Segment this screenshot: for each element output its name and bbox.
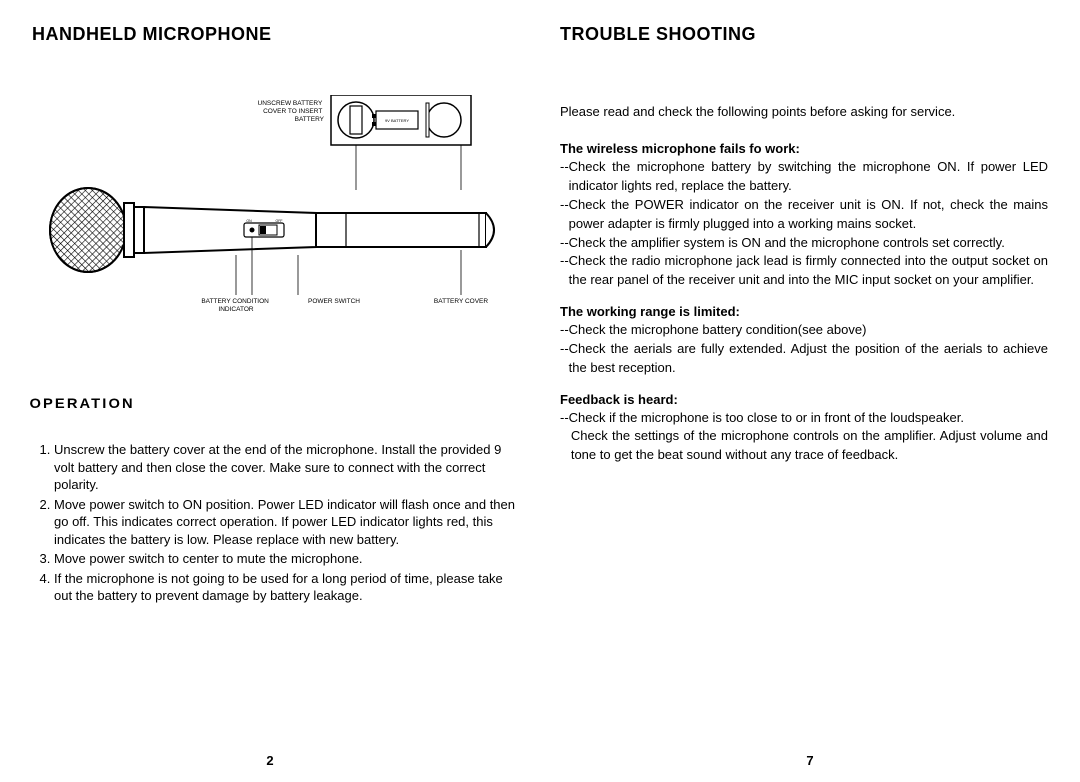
sec1-bullets: --Check the microphone battery by switch… bbox=[560, 158, 1048, 290]
manual-spread: HANDHELD MICROPHONE 9V BATTERY bbox=[0, 0, 1080, 782]
microphone-svg: 9V BATTERY UNSCREW BATTERY COVER TO INSE… bbox=[46, 95, 506, 355]
left-title: HANDHELD MICROPHONE bbox=[32, 24, 520, 45]
operation-heading: OPERATION bbox=[29, 395, 134, 411]
label-power-switch: POWER SWITCH bbox=[308, 298, 360, 305]
right-title: TROUBLE SHOOTING bbox=[560, 24, 1048, 45]
battery-text: 9V BATTERY bbox=[385, 118, 409, 123]
label-unscrew: UNSCREW BATTERY COVER TO INSERT BATTERY bbox=[258, 100, 325, 123]
label-batt-cond: BATTERY CONDITION INDICATOR bbox=[201, 298, 270, 313]
left-pagenum: 2 bbox=[0, 753, 540, 768]
svg-text:ON: ON bbox=[246, 219, 252, 223]
step-3: Move power switch to center to mute the … bbox=[54, 550, 520, 568]
sec3-bullets: --Check if the microphone is too close t… bbox=[560, 409, 1048, 466]
svg-text:OFF: OFF bbox=[276, 219, 283, 223]
left-page: HANDHELD MICROPHONE 9V BATTERY bbox=[0, 0, 540, 782]
step-2: Move power switch to ON position. Power … bbox=[54, 496, 520, 549]
sec1-heading: The wireless microphone fails fo work: bbox=[560, 141, 1048, 156]
operation-steps: Unscrew the battery cover at the end of … bbox=[32, 441, 520, 605]
step-4: If the microphone is not going to be use… bbox=[54, 570, 520, 605]
label-batt-cover: BATTERY COVER bbox=[434, 298, 488, 305]
right-page: TROUBLE SHOOTING Please read and check t… bbox=[540, 0, 1080, 782]
sec2-bullets: --Check the microphone battery condition… bbox=[560, 321, 1048, 378]
right-pagenum: 7 bbox=[540, 753, 1080, 768]
microphone-figure: 9V BATTERY UNSCREW BATTERY COVER TO INSE… bbox=[32, 95, 520, 355]
sec3-heading: Feedback is heard: bbox=[560, 392, 1048, 407]
sec2-heading: The working range is limited: bbox=[560, 304, 1048, 319]
trouble-intro: Please read and check the following poin… bbox=[560, 103, 1048, 121]
step-1: Unscrew the battery cover at the end of … bbox=[54, 441, 520, 494]
